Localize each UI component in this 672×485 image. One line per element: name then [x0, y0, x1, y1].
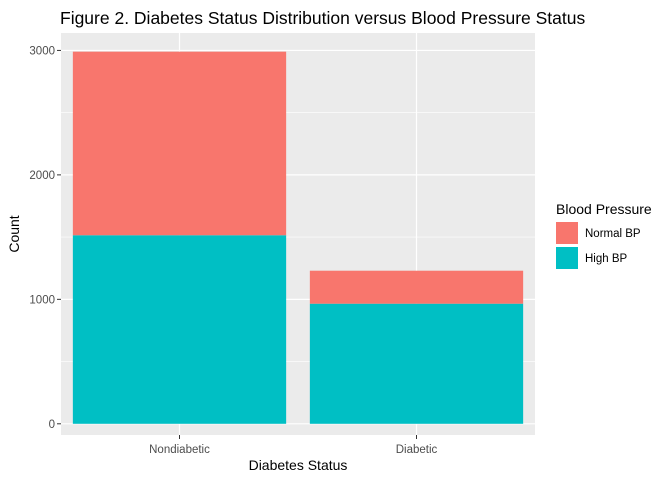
legend-swatch-normal-bp [556, 222, 578, 244]
bar-normal-bp-diabetic [309, 270, 524, 304]
y-tick-label: 0 [49, 419, 55, 431]
bar-high-bp-nondiabetic [72, 235, 287, 424]
legend-label: Normal BP [585, 228, 641, 240]
y-axis-title: Count [6, 215, 22, 252]
y-tick-label: 1000 [29, 294, 55, 306]
y-tick-label: 3000 [29, 45, 55, 57]
legend-swatch-high-bp [556, 247, 578, 269]
legend-label: High BP [585, 253, 628, 265]
x-axis: Nondiabetic Diabetic [149, 435, 438, 456]
legend: Blood Pressure Normal BP High BP [556, 201, 652, 269]
x-tick-label: Nondiabetic [149, 444, 210, 456]
y-tick-label: 2000 [29, 170, 55, 182]
y-axis: 0 1000 2000 3000 [29, 45, 61, 431]
legend-title: Blood Pressure [556, 201, 652, 217]
bar-high-bp-diabetic [309, 303, 524, 424]
bar-normal-bp-nondiabetic [72, 51, 287, 236]
chart-title: Figure 2. Diabetes Status Distribution v… [60, 8, 585, 28]
legend-items: Normal BP High BP [556, 222, 641, 269]
bars [72, 51, 524, 424]
x-tick-label: Diabetic [396, 444, 438, 456]
x-axis-title: Diabetes Status [249, 457, 348, 473]
